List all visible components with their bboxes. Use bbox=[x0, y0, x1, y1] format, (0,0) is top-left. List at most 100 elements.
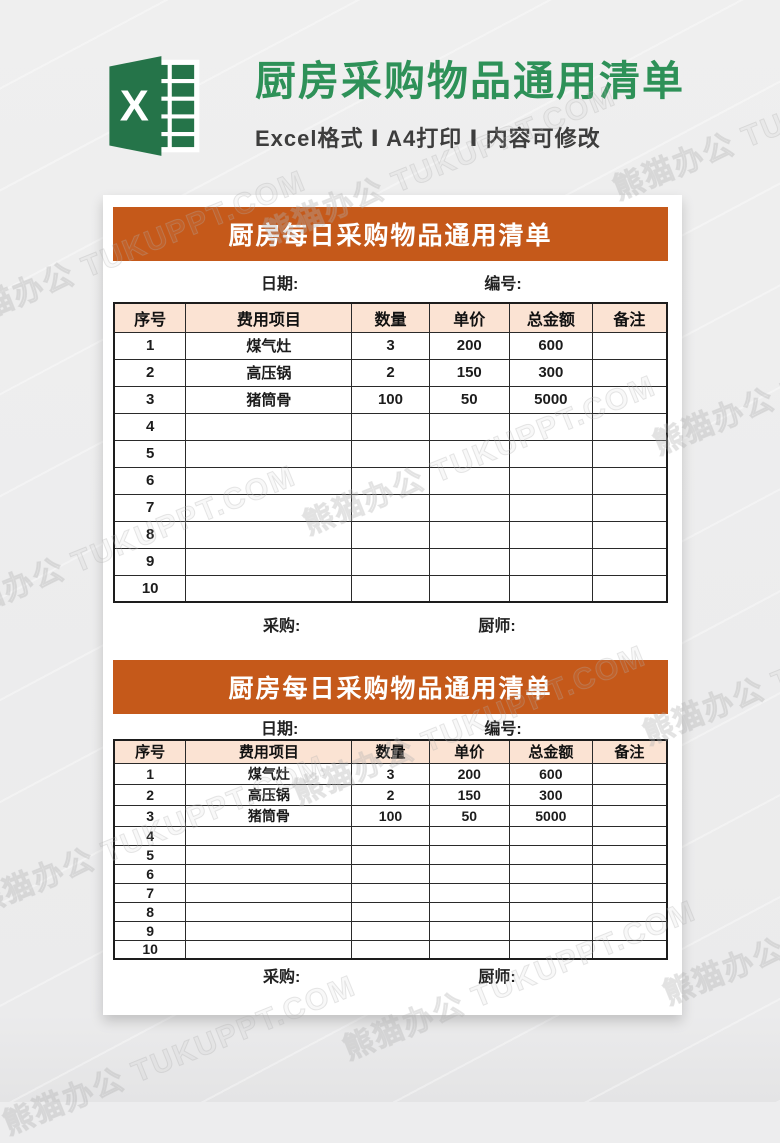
table-cell: 3 bbox=[351, 331, 430, 360]
table-cell bbox=[428, 439, 510, 468]
table-cell: 3 bbox=[351, 762, 430, 785]
table-cell bbox=[591, 920, 668, 941]
table-cell bbox=[185, 574, 353, 603]
table-cell: 8 bbox=[113, 901, 187, 922]
table-cell bbox=[428, 520, 510, 549]
date-label: 日期: bbox=[261, 720, 299, 738]
column-header: 备注 bbox=[591, 739, 668, 764]
table-cell: 5000 bbox=[508, 804, 593, 827]
table-cell bbox=[591, 882, 668, 903]
table-cell: 10 bbox=[113, 574, 187, 603]
table-row: 10 bbox=[113, 939, 668, 960]
column-header: 费用项目 bbox=[185, 302, 353, 333]
table-cell: 9 bbox=[113, 547, 187, 576]
table-row: 2 高压锅 2 150 300 bbox=[113, 783, 668, 806]
chef-label: 厨师: bbox=[478, 969, 516, 986]
table-cell: 4 bbox=[113, 412, 187, 441]
table-cell: 4 bbox=[113, 825, 187, 846]
table-cell: 煤气灶 bbox=[185, 762, 353, 785]
sheet-2-banner-title: 厨房每日采购物品通用清单 bbox=[113, 660, 668, 714]
number-label: 编号: bbox=[484, 275, 522, 293]
column-header: 备注 bbox=[591, 302, 668, 333]
table-header-row: 序号 费用项目 数量 单价 总金额 备注 bbox=[113, 302, 668, 333]
table-cell bbox=[351, 520, 430, 549]
table-cell bbox=[508, 825, 593, 846]
column-header: 单价 bbox=[428, 739, 510, 764]
table-cell: 猪筒骨 bbox=[185, 804, 353, 827]
table-cell bbox=[185, 863, 353, 884]
table-cell: 150 bbox=[428, 358, 510, 387]
table-cell bbox=[591, 804, 668, 827]
table-row: 9 bbox=[113, 920, 668, 941]
table-cell: 9 bbox=[113, 920, 187, 941]
table-cell bbox=[185, 920, 353, 941]
table-cell: 200 bbox=[428, 331, 510, 360]
table-cell bbox=[508, 882, 593, 903]
table-cell: 煤气灶 bbox=[185, 331, 353, 360]
page-title: 厨房采购物品通用清单 bbox=[255, 58, 685, 105]
table-cell: 2 bbox=[351, 358, 430, 387]
table-cell bbox=[591, 493, 668, 522]
table-cell bbox=[508, 901, 593, 922]
table-cell: 50 bbox=[428, 385, 510, 414]
table-row: 1 煤气灶 3 200 600 bbox=[113, 331, 668, 360]
sheet-1: 厨房每日采购物品通用清单 日期: 编号: 序号 费用项目 数量 单价 总金额 备注 1 煤气… bbox=[113, 207, 668, 645]
table-row: 3 猪筒骨 100 50 5000 bbox=[113, 804, 668, 827]
header-title-block: 厨房采购物品通用清单 Excel格式 Ⅰ A4打印 Ⅰ 内容可修改 bbox=[255, 59, 685, 152]
svg-text:X: X bbox=[120, 82, 149, 131]
table-cell: 3 bbox=[113, 385, 187, 414]
table-cell: 7 bbox=[113, 882, 187, 903]
excel-logo-icon: X bbox=[109, 56, 200, 156]
table-cell bbox=[351, 466, 430, 495]
purchaser-label: 采购: bbox=[263, 969, 301, 986]
table-row: 4 bbox=[113, 825, 668, 846]
table-cell bbox=[185, 466, 353, 495]
date-label: 日期: bbox=[261, 275, 299, 293]
table-cell bbox=[351, 863, 430, 884]
table-cell: 200 bbox=[428, 762, 510, 785]
table-cell bbox=[185, 547, 353, 576]
table-cell bbox=[591, 863, 668, 884]
column-header: 费用项目 bbox=[185, 739, 353, 764]
table-cell: 3 bbox=[113, 804, 187, 827]
table-row: 4 bbox=[113, 412, 668, 441]
sheet-2-meta-row: 日期: 编号: bbox=[113, 714, 668, 739]
table-cell bbox=[351, 882, 430, 903]
page-subtitle: Excel格式 Ⅰ A4打印 Ⅰ 内容可修改 bbox=[255, 125, 601, 151]
table-cell: 2 bbox=[113, 783, 187, 806]
table-cell: 猪筒骨 bbox=[185, 385, 353, 414]
table-cell bbox=[591, 466, 668, 495]
table-cell bbox=[508, 493, 593, 522]
column-header: 总金额 bbox=[508, 739, 593, 764]
table-cell: 100 bbox=[351, 804, 430, 827]
table-row: 6 bbox=[113, 863, 668, 884]
table-row: 1 煤气灶 3 200 600 bbox=[113, 762, 668, 785]
table-cell bbox=[591, 358, 668, 387]
table-cell: 600 bbox=[508, 762, 593, 785]
table-row: 6 bbox=[113, 466, 668, 495]
sheet-divider-gap bbox=[113, 645, 668, 660]
table-row: 2 高压锅 2 150 300 bbox=[113, 358, 668, 387]
table-cell bbox=[428, 901, 510, 922]
table-cell: 2 bbox=[113, 358, 187, 387]
table-cell bbox=[185, 844, 353, 865]
table-cell: 1 bbox=[113, 762, 187, 785]
table-cell bbox=[185, 825, 353, 846]
table-cell bbox=[185, 520, 353, 549]
table-cell: 150 bbox=[428, 783, 510, 806]
table-cell bbox=[428, 412, 510, 441]
table-cell: 100 bbox=[351, 385, 430, 414]
site-header: X 厨房采购物品通用清单 Excel格式 Ⅰ A4打印 Ⅰ 内容可修改 bbox=[95, 54, 750, 158]
table-cell bbox=[508, 863, 593, 884]
table-cell bbox=[428, 825, 510, 846]
table-cell: 6 bbox=[113, 863, 187, 884]
table-cell bbox=[591, 385, 668, 414]
table-cell bbox=[428, 920, 510, 941]
table-cell: 10 bbox=[113, 939, 187, 960]
table-cell bbox=[428, 863, 510, 884]
table-cell: 300 bbox=[508, 783, 593, 806]
table-cell bbox=[428, 882, 510, 903]
table-cell: 高压锅 bbox=[185, 783, 353, 806]
table-cell: 高压锅 bbox=[185, 358, 353, 387]
